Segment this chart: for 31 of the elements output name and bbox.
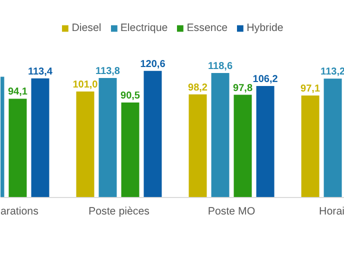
data-label: 113,4 [28,66,53,78]
bar [98,78,117,198]
bar [256,86,274,198]
bar [301,96,320,198]
bar [8,98,27,198]
legend-label: Essence [186,22,228,34]
data-label: 120,6 [140,58,166,70]
bar [31,78,50,198]
legend-label: Electrique [120,22,168,34]
data-label: 97,8 [233,82,253,94]
bar [324,78,342,198]
data-label: 94,1 [8,86,28,98]
legend-label: Diesel [72,22,102,34]
data-label: 98,2 [188,82,208,94]
data-label: 90,5 [120,90,140,102]
x-tick-label: arations [0,206,38,218]
x-tick-label: Horai [319,206,344,218]
data-label: 97,1 [300,84,320,95]
data-label: 106,2 [252,74,278,85]
x-tick-label: Poste MO [208,206,256,218]
legend-label: Hybride [246,22,284,34]
data-label: 101,0 [72,79,98,90]
bar [188,94,207,198]
bar [76,91,94,198]
bar [234,94,252,198]
bar [121,102,140,198]
data-label: 118,6 [208,60,233,72]
x-tick-label: Poste pièces [88,206,150,218]
bar [211,72,230,198]
data-label: 113,8 [96,66,120,78]
bar [144,70,162,198]
